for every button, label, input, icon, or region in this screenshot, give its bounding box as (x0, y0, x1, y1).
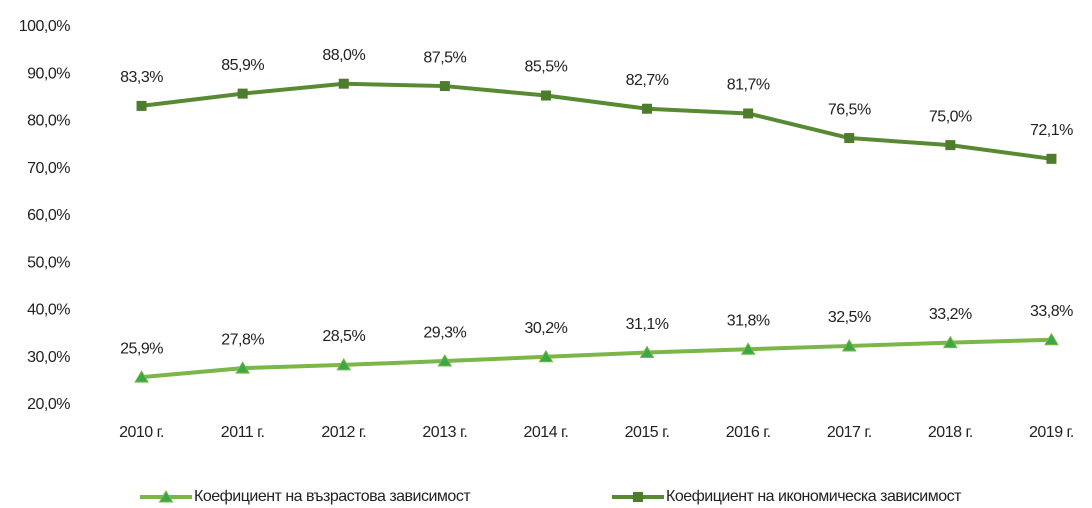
x-tick-label: 2010 г. (119, 424, 164, 441)
data-point (338, 78, 349, 89)
data-label: 85,5% (525, 59, 568, 76)
data-point (134, 370, 149, 383)
data-label: 32,5% (828, 309, 871, 326)
y-tick-label: 20,0% (27, 396, 70, 413)
data-label: 33,8% (1030, 303, 1073, 320)
y-tick-label: 70,0% (27, 160, 70, 177)
data-label: 88,0% (322, 47, 365, 64)
x-tick-label: 2014 г. (524, 424, 569, 441)
legend-label: Коефициент на икономическа зависимост (666, 488, 962, 505)
data-point (540, 90, 551, 101)
x-tick-label: 2011 г. (221, 424, 265, 441)
data-point (336, 357, 352, 371)
data-label: 29,3% (423, 324, 466, 341)
data-point (642, 103, 653, 114)
legend-marker (158, 490, 174, 503)
data-label: 72,1% (1030, 122, 1073, 139)
data-point (841, 338, 857, 352)
y-tick-label: 100,0% (19, 18, 71, 35)
y-tick-label: 50,0% (27, 254, 70, 271)
data-point (538, 349, 554, 363)
y-tick-label: 60,0% (27, 207, 70, 224)
y-tick-label: 30,0% (27, 349, 70, 366)
data-point (237, 88, 248, 99)
series-line (141, 337, 1052, 380)
data-label: 76,5% (828, 101, 871, 118)
data-point (437, 354, 453, 367)
data-label: 85,9% (221, 57, 264, 74)
data-point (945, 140, 956, 151)
x-tick-label: 2017 г. (827, 424, 872, 441)
x-tick-label: 2016 г. (726, 424, 771, 441)
data-label: 28,5% (322, 328, 365, 345)
data-point (235, 361, 251, 374)
y-tick-label: 90,0% (27, 65, 70, 82)
x-tick-label: 2018 г. (928, 424, 973, 441)
data-point (1044, 332, 1059, 346)
data-point (740, 342, 756, 355)
legend-marker (633, 492, 643, 502)
y-tick-label: 80,0% (27, 113, 70, 130)
x-tick-label: 2013 г. (422, 424, 467, 441)
data-label: 25,9% (120, 340, 163, 357)
data-label: 87,5% (423, 49, 466, 66)
data-label: 31,1% (626, 316, 669, 333)
data-label: 31,8% (727, 312, 770, 329)
data-label: 83,3% (120, 69, 163, 86)
data-label: 27,8% (221, 331, 264, 348)
data-point (1046, 153, 1057, 164)
x-tick-label: 2012 г. (321, 424, 366, 441)
data-point (439, 81, 450, 92)
data-label: 82,7% (626, 72, 669, 89)
data-point (942, 335, 958, 349)
data-point (639, 345, 655, 359)
data-point (136, 100, 147, 111)
legend-label: Коефициент на възрастова зависимост (194, 488, 471, 505)
x-tick-label: 2015 г. (625, 424, 670, 441)
data-label: 75,0% (929, 108, 972, 125)
data-label: 30,2% (525, 320, 568, 337)
data-point (844, 133, 855, 144)
x-tick-label: 2019 г. (1029, 424, 1074, 441)
data-label: 81,7% (727, 77, 770, 94)
data-point (743, 108, 754, 119)
y-tick-label: 40,0% (27, 302, 70, 319)
series-line (141, 81, 1052, 161)
data-label: 33,2% (929, 306, 972, 323)
